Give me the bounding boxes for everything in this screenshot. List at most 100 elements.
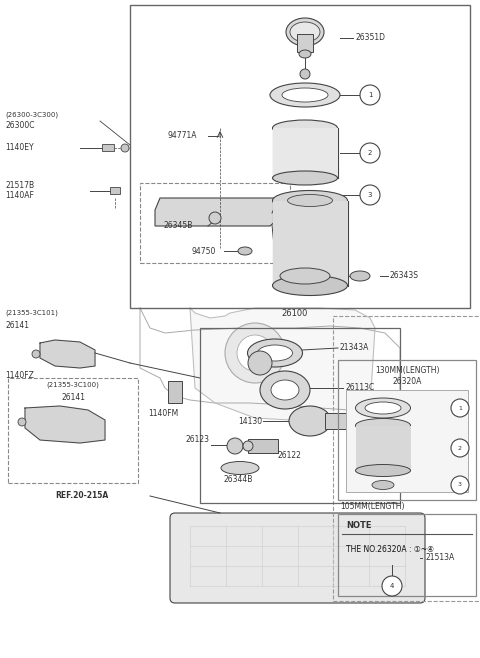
- Ellipse shape: [356, 398, 410, 418]
- Ellipse shape: [238, 247, 252, 255]
- Polygon shape: [40, 340, 95, 368]
- Text: 130MM(LENGTH): 130MM(LENGTH): [375, 365, 439, 374]
- Bar: [338, 514, 476, 596]
- Circle shape: [121, 144, 129, 152]
- Text: 26345B: 26345B: [163, 222, 192, 230]
- Ellipse shape: [350, 271, 370, 281]
- Ellipse shape: [299, 50, 311, 58]
- Text: 26141: 26141: [5, 320, 29, 330]
- Bar: [273, 201, 348, 286]
- Bar: [248, 439, 278, 453]
- Ellipse shape: [286, 18, 324, 46]
- Ellipse shape: [248, 339, 302, 367]
- Text: 26141: 26141: [61, 393, 85, 401]
- Ellipse shape: [280, 268, 330, 284]
- Ellipse shape: [260, 371, 310, 409]
- FancyBboxPatch shape: [170, 513, 425, 603]
- Text: 26344B: 26344B: [223, 476, 252, 484]
- Ellipse shape: [243, 441, 253, 451]
- Text: 14130: 14130: [238, 417, 262, 426]
- Bar: [346, 390, 468, 492]
- Ellipse shape: [221, 461, 259, 474]
- Bar: [102, 144, 114, 151]
- Circle shape: [237, 335, 273, 371]
- Ellipse shape: [365, 402, 401, 414]
- Bar: [338, 360, 476, 500]
- Text: 1140AF: 1140AF: [5, 191, 34, 201]
- Circle shape: [382, 576, 402, 596]
- Bar: [140, 183, 290, 263]
- Text: 26123: 26123: [186, 436, 210, 445]
- Ellipse shape: [273, 191, 348, 211]
- Text: 26300C: 26300C: [5, 120, 35, 130]
- Ellipse shape: [273, 120, 337, 136]
- Polygon shape: [190, 308, 375, 420]
- Text: 26320A: 26320A: [392, 378, 422, 386]
- Ellipse shape: [289, 406, 331, 436]
- Circle shape: [300, 69, 310, 79]
- Text: (21355-3C100): (21355-3C100): [47, 382, 99, 388]
- Circle shape: [18, 418, 26, 426]
- Bar: [356, 426, 410, 470]
- Circle shape: [451, 439, 469, 457]
- Text: 26122: 26122: [278, 451, 302, 459]
- Bar: [333, 316, 480, 601]
- Text: 26351D: 26351D: [355, 34, 385, 43]
- Ellipse shape: [295, 191, 315, 199]
- Ellipse shape: [270, 83, 340, 107]
- Ellipse shape: [372, 480, 394, 490]
- Polygon shape: [155, 198, 285, 226]
- Bar: [325, 413, 360, 429]
- Text: (21355-3C101): (21355-3C101): [5, 310, 58, 316]
- Ellipse shape: [288, 195, 333, 207]
- Bar: [273, 128, 337, 178]
- Text: (26300-3C300): (26300-3C300): [5, 112, 58, 118]
- Text: 26100: 26100: [282, 309, 308, 318]
- Text: 21343A: 21343A: [340, 343, 370, 353]
- Text: THE NO.26320A : ①~④: THE NO.26320A : ①~④: [346, 545, 434, 553]
- Text: 3: 3: [368, 192, 372, 198]
- Text: 105MM(LENGTH): 105MM(LENGTH): [340, 501, 405, 511]
- Circle shape: [32, 350, 40, 358]
- Ellipse shape: [290, 22, 320, 42]
- Text: 94750: 94750: [192, 247, 216, 255]
- Bar: [200, 328, 400, 503]
- Text: 21517B: 21517B: [5, 180, 34, 190]
- Bar: [110, 187, 120, 194]
- Text: 2: 2: [368, 150, 372, 156]
- Ellipse shape: [257, 345, 292, 361]
- Bar: [297, 34, 313, 52]
- Text: REF.20-215A: REF.20-215A: [55, 492, 108, 501]
- Ellipse shape: [273, 276, 348, 295]
- Text: 1140FZ: 1140FZ: [5, 372, 34, 380]
- Circle shape: [360, 85, 380, 105]
- Polygon shape: [25, 406, 105, 443]
- Bar: [130, 5, 470, 308]
- Circle shape: [360, 143, 380, 163]
- Ellipse shape: [273, 171, 337, 185]
- Text: 4: 4: [390, 583, 394, 589]
- Bar: [8, 378, 138, 483]
- Ellipse shape: [354, 414, 366, 428]
- Text: 21513A: 21513A: [426, 553, 455, 563]
- Circle shape: [225, 323, 285, 383]
- Text: 1140EY: 1140EY: [5, 143, 34, 153]
- Text: 2: 2: [458, 445, 462, 451]
- Text: 26343S: 26343S: [390, 272, 419, 280]
- Ellipse shape: [356, 465, 410, 476]
- Text: 1: 1: [368, 92, 372, 98]
- Circle shape: [360, 185, 380, 205]
- Text: NOTE: NOTE: [346, 522, 372, 530]
- Ellipse shape: [356, 418, 410, 432]
- Circle shape: [248, 351, 272, 375]
- Circle shape: [451, 476, 469, 494]
- Ellipse shape: [282, 88, 328, 102]
- Ellipse shape: [271, 380, 299, 400]
- Text: 26113C: 26113C: [345, 384, 374, 393]
- Text: 3: 3: [458, 482, 462, 488]
- Circle shape: [209, 212, 221, 224]
- Text: 1140FM: 1140FM: [148, 409, 178, 417]
- Bar: [168, 381, 182, 403]
- Circle shape: [451, 399, 469, 417]
- Text: 1: 1: [458, 405, 462, 411]
